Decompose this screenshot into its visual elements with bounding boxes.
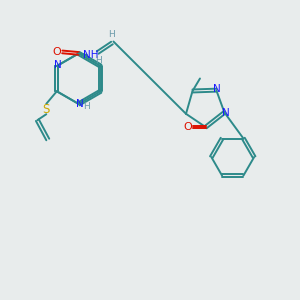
Text: H: H xyxy=(108,30,114,39)
Text: N: N xyxy=(222,108,230,118)
Text: H: H xyxy=(84,102,90,111)
Text: N: N xyxy=(213,84,221,94)
Text: O: O xyxy=(184,122,192,132)
Text: N: N xyxy=(76,99,84,109)
Text: S: S xyxy=(43,103,50,116)
Text: H: H xyxy=(95,56,102,65)
Text: O: O xyxy=(52,47,61,57)
Text: N: N xyxy=(53,60,61,70)
Text: NH: NH xyxy=(83,50,99,60)
